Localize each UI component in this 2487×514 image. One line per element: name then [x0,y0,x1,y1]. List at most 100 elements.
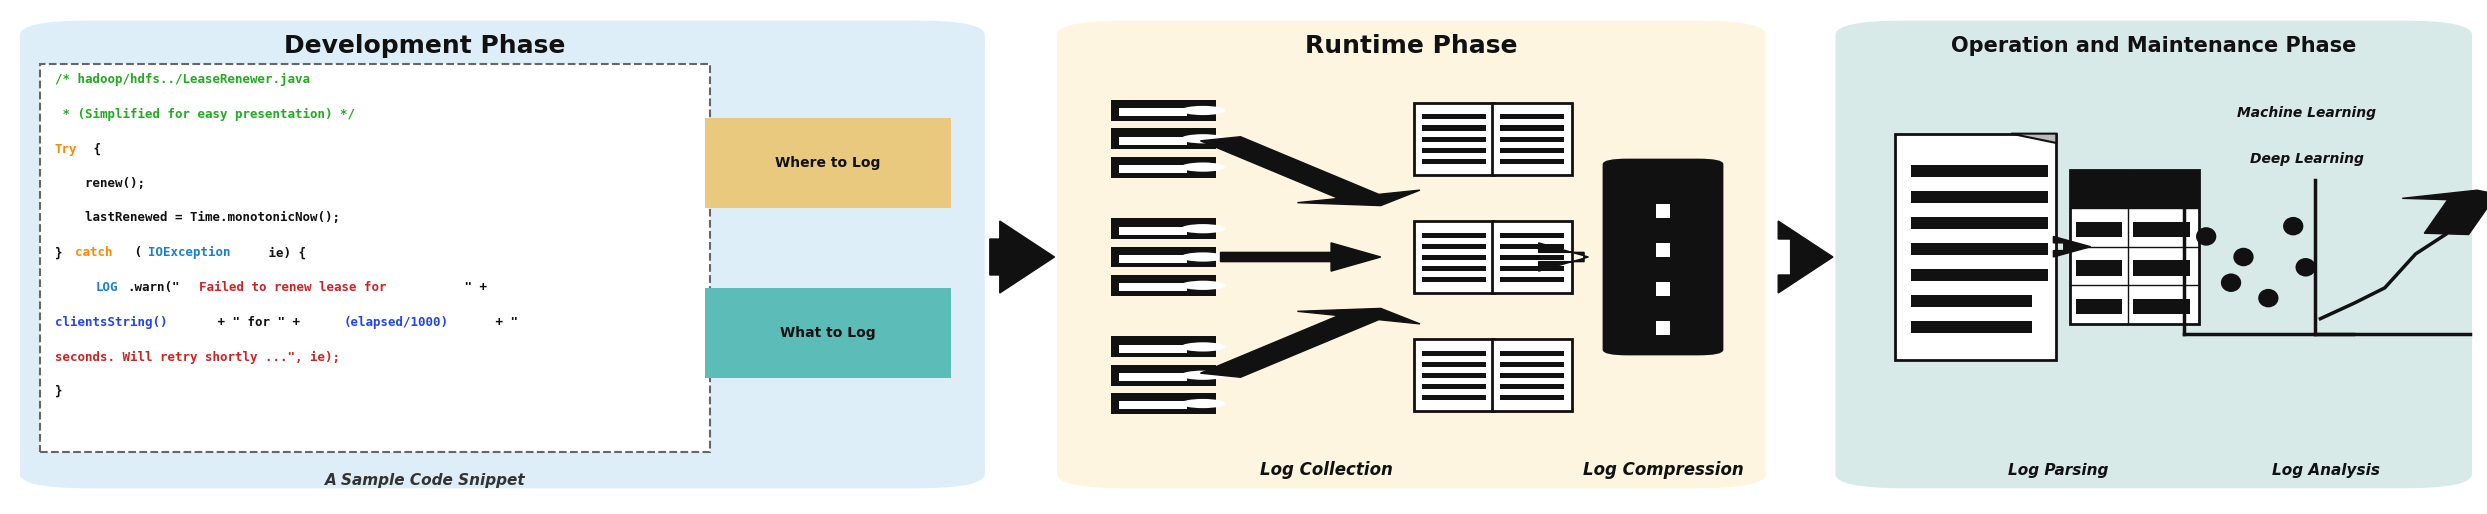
FancyArrow shape [1201,308,1420,377]
Ellipse shape [2221,273,2241,292]
FancyArrow shape [1201,137,1420,206]
Bar [1500,351,1564,356]
Text: * (Simplified for easy presentation) */: * (Simplified for easy presentation) */ [55,107,356,121]
Bar [1492,103,1572,175]
Bar [1112,247,1216,267]
FancyBboxPatch shape [1057,21,1766,488]
FancyArrow shape [1778,221,1833,293]
Text: What to Log: What to Log [781,326,875,340]
Bar [1119,373,1186,381]
Bar [1656,204,1671,218]
FancyArrow shape [990,221,1054,293]
Bar [1415,339,1495,411]
Bar [1500,244,1564,249]
FancyArrow shape [2402,190,2487,234]
Bar [1119,255,1186,263]
Bar [2134,299,2191,314]
Circle shape [1181,252,1226,262]
Bar [1492,339,1572,411]
Bar [1500,384,1564,389]
Bar [1500,148,1564,153]
Bar [1910,166,2049,177]
Bar [2069,170,2199,324]
Text: + " for " +: + " for " + [209,316,306,329]
FancyArrow shape [2054,236,2092,257]
Circle shape [1181,281,1226,290]
Text: Deep Learning: Deep Learning [2251,152,2363,167]
Bar [1500,255,1564,260]
Circle shape [1181,224,1226,233]
Bar [1119,227,1186,234]
Bar [2134,260,2191,276]
Bar [1112,337,1216,357]
Bar [1500,232,1564,237]
Bar [1423,384,1485,389]
Bar [704,288,950,378]
Text: Operation and Maintenance Phase: Operation and Maintenance Phase [1952,36,2355,56]
Text: /* hadoop/hdfs../LeaseRenewer.java: /* hadoop/hdfs../LeaseRenewer.java [55,73,311,86]
Ellipse shape [2233,248,2253,266]
Bar [1895,134,2057,360]
FancyArrow shape [1221,243,1380,271]
Ellipse shape [2196,227,2216,246]
Text: Log Collection: Log Collection [1261,461,1393,480]
Bar [1119,137,1186,144]
Circle shape [1181,342,1226,352]
Bar [1119,283,1186,291]
Bar [1423,277,1485,282]
Text: catch: catch [75,246,112,260]
Bar [1112,128,1216,149]
Bar [1910,321,2032,333]
Bar [1500,114,1564,119]
Text: Log Parsing: Log Parsing [2007,463,2109,478]
Text: clientsString(): clientsString() [55,316,167,329]
Bar [1500,277,1564,282]
Circle shape [1181,399,1226,408]
Text: {: { [85,142,99,156]
Bar [1423,159,1485,164]
Bar [1119,345,1186,353]
Text: lastRenewed = Time.monotonicNow();: lastRenewed = Time.monotonicNow(); [55,211,341,225]
Text: (: ( [127,246,142,260]
Bar [1112,157,1216,177]
Text: ie) {: ie) { [261,246,306,260]
Bar [2129,170,2199,208]
Bar [1910,296,2032,307]
Bar [1500,159,1564,164]
Bar [1500,266,1564,271]
Ellipse shape [2283,217,2303,235]
FancyBboxPatch shape [40,64,711,452]
Text: " +: " + [458,281,487,295]
Text: }: } [55,246,70,260]
Circle shape [1181,106,1226,115]
Polygon shape [2012,134,2057,143]
Bar [1656,321,1671,335]
FancyBboxPatch shape [1835,21,2472,488]
Text: Machine Learning: Machine Learning [2236,106,2375,120]
Text: A Sample Code Snippet: A Sample Code Snippet [326,473,525,488]
Bar [1910,243,2049,254]
Bar [1423,137,1485,142]
Bar [1500,125,1564,131]
FancyArrow shape [1539,243,1589,271]
Text: Failed to renew lease for: Failed to renew lease for [199,281,385,295]
Bar [1119,165,1186,173]
Bar [1112,100,1216,121]
Text: }: } [55,385,62,398]
Bar [1112,365,1216,386]
Bar [1500,395,1564,400]
Text: Log Compression: Log Compression [1582,461,1743,480]
Bar [1500,137,1564,142]
Bar [1423,148,1485,153]
Text: Where to Log: Where to Log [776,156,880,170]
FancyBboxPatch shape [20,21,985,488]
Bar [1119,108,1186,116]
Bar [1112,393,1216,414]
Bar [1910,191,2049,203]
Bar [2134,222,2191,237]
Text: (elapsed/1000): (elapsed/1000) [343,316,448,329]
Bar [2077,260,2121,276]
Text: .warn(": .warn(" [127,281,179,295]
Bar [1423,244,1485,249]
Text: LOG: LOG [97,281,119,295]
